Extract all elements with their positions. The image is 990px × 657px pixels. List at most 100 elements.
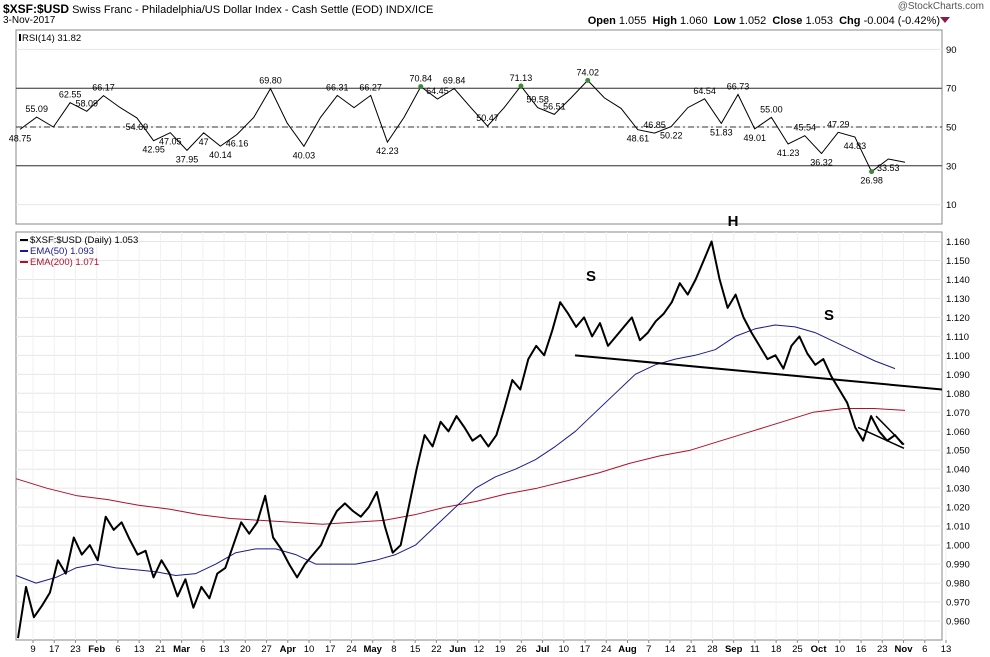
close-value: 1.053: [805, 15, 833, 27]
rsi-legend-swatch: [19, 34, 21, 41]
rsi-value-label: 48.61: [627, 134, 650, 144]
x-tick-label: 24: [601, 644, 612, 655]
rsi-value-label: 50.47: [476, 113, 499, 123]
x-tick-label: Mar: [173, 644, 190, 655]
x-tick-label: 10: [559, 644, 570, 655]
price-y-tick-label: 1.040: [946, 465, 970, 476]
rsi-value-label: 70.84: [409, 74, 432, 84]
rsi-overbought-marker: [518, 83, 524, 89]
down-arrow-icon: [940, 17, 950, 23]
low-label: Low: [713, 15, 736, 27]
rsi-value-label: 44.83: [844, 141, 867, 151]
rsi-value-label: 55.09: [25, 104, 48, 114]
x-tick-label: 14: [665, 644, 676, 655]
date-label: 3-Nov-2017: [3, 15, 56, 26]
price-y-tick-label: 0.980: [946, 579, 970, 590]
open-value: 1.055: [618, 15, 647, 27]
rsi-line: [19, 79, 906, 173]
rsi-value-label: 74.02: [576, 67, 599, 77]
rsi-value-label: 41.23: [777, 148, 800, 158]
price-line: [17, 240, 904, 639]
x-tick-label: 10: [304, 644, 315, 655]
rsi-value-label: 46.85: [643, 120, 666, 130]
rsi-value-label: 42.95: [142, 145, 165, 155]
x-tick-label: Oct: [811, 644, 828, 655]
rsi-value-label: 47.05: [159, 137, 182, 147]
rsi-value-label: 66.31: [326, 82, 349, 92]
x-tick-label: Jul: [536, 644, 550, 655]
x-tick-label: 28: [707, 644, 718, 655]
ema200-line: [15, 408, 906, 525]
symbol-label: $XSF:$USD: [3, 2, 70, 16]
rsi-overbought-marker: [585, 77, 591, 83]
price-y-tick-label: 0.990: [946, 560, 970, 571]
x-tick-label: 15: [410, 644, 421, 655]
x-tick-label: 10: [835, 644, 846, 655]
x-tick-label: 6: [115, 644, 120, 655]
price-y-tick-label: 1.150: [946, 256, 970, 267]
x-tick-label: 19: [495, 644, 506, 655]
rsi-y-tick-label: 50: [946, 123, 957, 134]
rsi-value-label: 66.73: [727, 82, 750, 92]
price-y-tick-label: 1.140: [946, 275, 970, 286]
ema200-legend-entry: EMA(200) 1.071: [30, 257, 99, 268]
high-label: High: [652, 15, 677, 27]
price-y-tick-label: 1.080: [946, 389, 970, 400]
price-y-tick-label: 1.110: [946, 332, 969, 343]
rsi-y-tick-label: 10: [946, 200, 957, 211]
x-tick-label: May: [363, 644, 382, 655]
x-tick-label: 17: [580, 644, 591, 655]
price-y-tick-label: 1.130: [946, 294, 970, 305]
x-tick-label: 9: [30, 644, 35, 655]
rsi-value-label: 49.01: [743, 133, 766, 143]
price-y-tick-label: 1.100: [946, 351, 970, 362]
x-tick-label: 25: [792, 644, 803, 655]
ema50-line: [15, 324, 896, 584]
x-tick-label: 27: [261, 644, 272, 655]
x-tick-label: Aug: [618, 644, 637, 655]
rsi-value-label: 69.84: [443, 76, 466, 86]
x-tick-label: Jun: [449, 644, 466, 655]
rsi-y-tick-label: 90: [946, 45, 957, 56]
x-tick-label: 21: [686, 644, 697, 655]
rsi-title: RSI(14) 31.82: [22, 33, 81, 44]
rsi-value-label: 48.75: [9, 133, 32, 143]
rsi-value-label: 64.45: [426, 86, 449, 96]
x-tick-label: 26: [516, 644, 527, 655]
rsi-y-tick-label: 70: [946, 84, 957, 95]
chart-title: $XSF:$USD Swiss Franc - Philadelphia/US …: [3, 2, 433, 16]
price-y-tick-label: 1.030: [946, 484, 970, 495]
price-y-tick-label: 1.120: [946, 313, 970, 324]
price-y-tick-label: 1.000: [946, 541, 970, 552]
rsi-value-label: 54.69: [126, 122, 149, 132]
x-tick-label: 17: [49, 644, 60, 655]
price-y-tick-label: 1.060: [946, 427, 970, 438]
low-value: 1.052: [738, 15, 767, 27]
price-y-tick-label: 1.090: [946, 370, 970, 381]
rsi-value-label: 40.14: [209, 150, 232, 160]
price-y-tick-label: 0.970: [946, 598, 970, 609]
close-label: Close: [772, 15, 803, 27]
x-tick-label: 18: [771, 644, 782, 655]
x-tick-label: 20: [240, 644, 251, 655]
x-tick-label: 13: [219, 644, 230, 655]
x-tick-label: 6: [922, 644, 927, 655]
rsi-value-label: 62.55: [59, 90, 82, 100]
ema50-legend-entry: EMA(50) 1.093: [30, 246, 94, 257]
rsi-value-label: 51.83: [710, 127, 733, 137]
rsi-value-label: 47.29: [827, 119, 850, 129]
rsi-value-label: 56.51: [543, 101, 566, 111]
x-tick-label: Feb: [88, 644, 105, 655]
rsi-value-label: 42.23: [376, 146, 399, 156]
x-tick-label: 11: [750, 644, 760, 655]
rsi-value-label: 64.54: [693, 86, 716, 96]
rsi-value-label: 33.53: [877, 163, 900, 173]
rsi-value-label: 59.58: [526, 95, 549, 105]
rsi-value-label: 55.00: [760, 104, 783, 114]
instrument-name: Swiss Franc - Philadelphia/US Dollar Ind…: [72, 4, 434, 16]
x-tick-label: 22: [431, 644, 442, 655]
x-tick-label: 12: [474, 644, 485, 655]
rsi-value-label: 66.17: [92, 83, 115, 93]
rsi-value-label: 50.22: [660, 131, 683, 141]
